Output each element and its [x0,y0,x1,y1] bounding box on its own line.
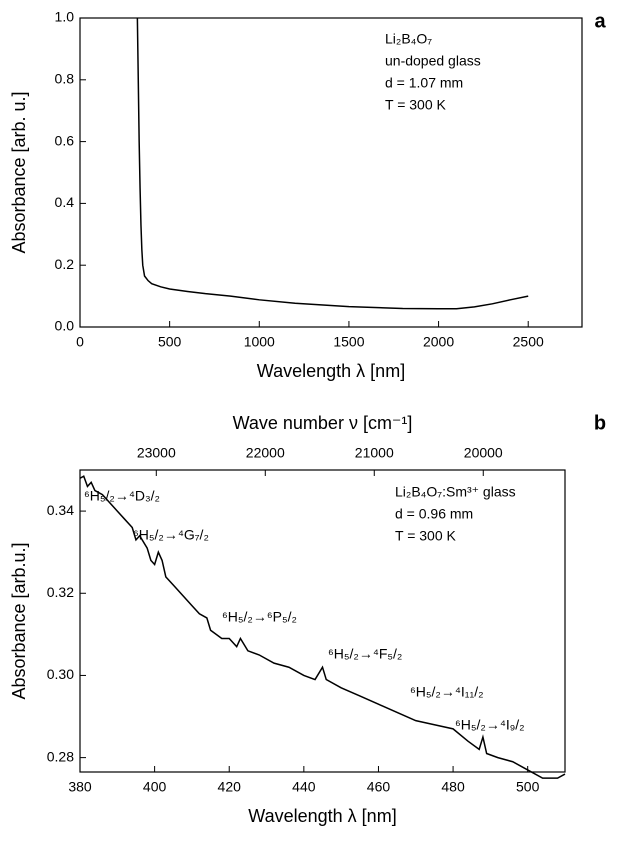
transition-label: ⁶H₅/₂→⁴F₅/₂ [328,646,402,662]
y-tick-label: 0.0 [55,318,75,334]
x-tick-label: 500 [158,334,182,350]
x-tick-label: 2500 [513,334,544,350]
x-tick-label: 400 [143,779,167,795]
x-tick-label: 420 [218,779,242,795]
x-tick-label: 1500 [333,334,364,350]
x-tick-label: 500 [516,779,540,795]
y-tick-label: 0.34 [47,502,74,518]
x2-axis-label: Wave number ν [cm⁻¹] [233,413,413,433]
x-tick-label: 2000 [423,334,454,350]
transition-label: ⁶H₅/₂→⁴D₃/₂ [84,488,160,504]
y-tick-label: 0.6 [55,132,75,148]
x2-tick-label: 20000 [464,445,503,461]
transition-label: ⁶H₅/₂→⁴I₉/₂ [455,717,525,733]
y-tick-label: 0.28 [47,748,74,764]
x-tick-label: 480 [441,779,465,795]
x-axis-label: Wavelength λ [nm] [257,361,405,381]
x-tick-label: 460 [367,779,391,795]
annotation: d = 1.07 mm [385,75,463,91]
data-line [136,17,529,310]
annotation: un-doped glass [385,53,481,69]
y-tick-label: 0.30 [47,666,74,682]
y-tick-label: 0.32 [47,584,74,600]
y-axis-label: Absorbance [arb. u.] [9,91,29,253]
x2-tick-label: 21000 [355,445,394,461]
y-tick-label: 0.4 [55,194,75,210]
transition-label: ⁶H₅/₂→⁴I₁₁/₂ [410,684,484,700]
transition-label: ⁶H₅/₂→⁴G₇/₂ [133,527,209,543]
transition-label: ⁶H₅/₂→⁶P₅/₂ [222,609,297,625]
x2-tick-label: 23000 [137,445,176,461]
annotation: Li₂B₄O₇ [385,31,432,47]
x-tick-label: 440 [292,779,316,795]
annotation: T = 300 K [385,97,447,113]
data-line [79,475,566,779]
x2-tick-label: 22000 [246,445,285,461]
annotation: d = 0.96 mm [395,506,473,522]
y-tick-label: 1.0 [55,9,75,25]
x-tick-label: 1000 [244,334,275,350]
panel-label: b [594,412,606,434]
y-tick-label: 0.8 [55,71,75,87]
plot-frame [79,469,566,773]
annotation: Li₂B₄O₇:Sm³⁺ glass [395,484,516,500]
x-axis-label: Wavelength λ [nm] [248,806,396,826]
y-axis-label: Absorbance [arb.u.] [9,542,29,699]
annotation: T = 300 K [395,528,457,544]
x-tick-label: 380 [68,779,92,795]
panel-label: a [594,10,606,32]
x-tick-label: 0 [76,334,84,350]
plot-frame [79,17,583,328]
y-tick-label: 0.2 [55,256,75,272]
